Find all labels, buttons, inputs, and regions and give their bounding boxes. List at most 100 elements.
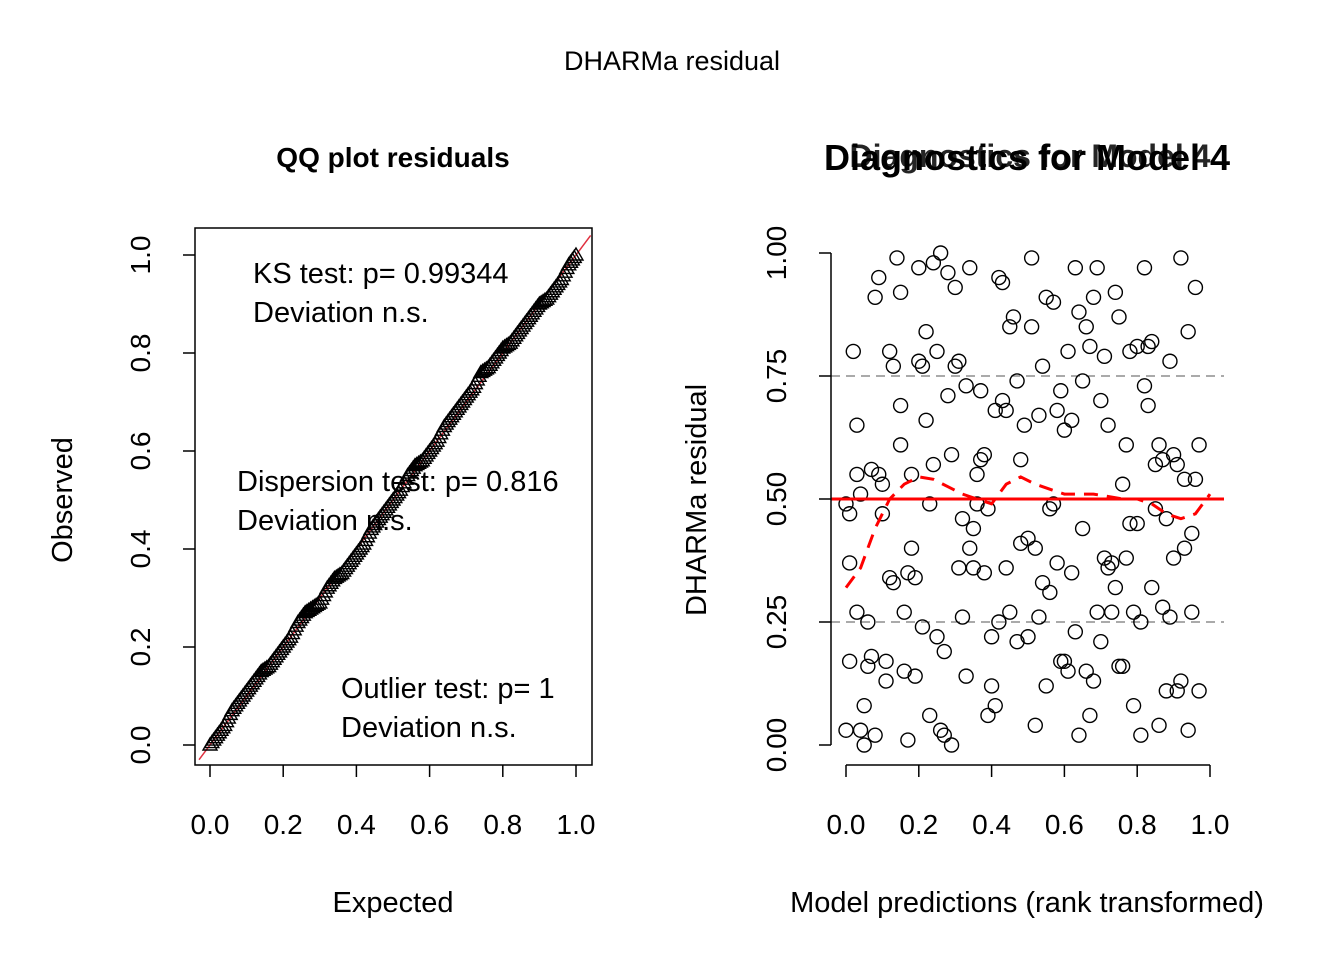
residual-point bbox=[1056, 422, 1073, 438]
residual-point bbox=[841, 555, 858, 571]
qq-plot-box bbox=[194, 227, 593, 766]
outlier-test-text: Outlier test: p= 1 bbox=[341, 673, 555, 705]
residual-point bbox=[1114, 658, 1131, 674]
residual-point bbox=[1074, 373, 1091, 389]
residual-point bbox=[1023, 319, 1040, 335]
residual-point bbox=[972, 451, 989, 468]
residual-point bbox=[1071, 727, 1087, 743]
residual-point bbox=[863, 648, 880, 665]
residual-point bbox=[885, 358, 902, 374]
residual-point bbox=[1060, 663, 1076, 679]
residual-point bbox=[1140, 397, 1156, 414]
residual-point bbox=[1045, 294, 1062, 310]
residual-point bbox=[983, 629, 1000, 645]
residual-x-tick-label: 0.8 bbox=[1118, 809, 1157, 840]
residual-point bbox=[849, 604, 865, 620]
residual-point bbox=[1187, 279, 1204, 296]
residual-point bbox=[878, 673, 894, 689]
qq-point bbox=[253, 663, 270, 678]
residual-point bbox=[838, 722, 854, 738]
residual-point bbox=[1173, 250, 1189, 266]
residual-point bbox=[1176, 540, 1193, 556]
residual-point bbox=[972, 383, 989, 399]
residual-point bbox=[958, 668, 974, 684]
qq-point bbox=[256, 660, 274, 675]
residual-point bbox=[1133, 614, 1149, 630]
residual-point bbox=[976, 447, 993, 463]
residual-point bbox=[1016, 417, 1033, 433]
residual-point bbox=[1162, 353, 1178, 369]
qq-y-tick-label: 1.0 bbox=[125, 236, 156, 275]
residual-point bbox=[1151, 437, 1167, 453]
residual-point bbox=[1165, 550, 1182, 566]
residual-y-label: DHARMa residual bbox=[681, 384, 713, 616]
residual-point bbox=[932, 722, 949, 738]
residual-point bbox=[936, 727, 952, 743]
residual-smooth-line bbox=[844, 475, 1212, 589]
residual-point bbox=[1158, 510, 1175, 527]
residual-points bbox=[838, 245, 1207, 753]
dispersion-test-text: Dispersion test: p= 0.816 bbox=[237, 466, 559, 498]
residual-point bbox=[1180, 324, 1196, 340]
residual-point bbox=[947, 279, 963, 296]
residual-point bbox=[1122, 515, 1138, 532]
residual-point bbox=[936, 643, 952, 660]
residual-point bbox=[1009, 373, 1025, 389]
residual-point bbox=[900, 732, 916, 748]
qq-y-tick-label: 0.8 bbox=[125, 334, 156, 373]
residual-point bbox=[852, 486, 869, 502]
residual-point bbox=[845, 343, 861, 360]
qq-x-tick-label: 0.6 bbox=[410, 809, 449, 840]
residual-point bbox=[969, 466, 985, 483]
residual-point bbox=[1045, 496, 1062, 512]
residual-point bbox=[1147, 501, 1164, 517]
qq-point bbox=[531, 295, 548, 310]
residual-point bbox=[1005, 309, 1022, 325]
residual-point bbox=[922, 496, 938, 512]
residual-point bbox=[918, 412, 934, 428]
residual-x-tick-label: 0.6 bbox=[1045, 809, 1084, 840]
residual-point bbox=[965, 560, 982, 576]
residual-point bbox=[1049, 555, 1065, 571]
qq-outlier-annotation: Outlier test: p= 1 Deviation n.s. bbox=[341, 673, 555, 744]
residual-point bbox=[1053, 653, 1069, 670]
residual-point bbox=[1144, 333, 1160, 350]
residual-point bbox=[860, 658, 876, 674]
residual-point bbox=[871, 269, 887, 286]
residual-point bbox=[998, 560, 1014, 576]
residual-point bbox=[867, 289, 883, 305]
residual-point bbox=[1118, 550, 1134, 566]
residual-x-tick-label: 0.0 bbox=[827, 809, 866, 840]
residual-point bbox=[1056, 653, 1073, 670]
ks-test-text: KS test: p= 0.99344 bbox=[253, 258, 509, 290]
residual-y-axis: 0.00 0.25 0.50 0.75 1.00 bbox=[761, 226, 832, 772]
residual-point bbox=[1038, 678, 1054, 694]
residual-point bbox=[1067, 260, 1084, 276]
residual-panel: Diagnostics for Model 4 Diagnostics for … bbox=[681, 137, 1264, 919]
residual-point bbox=[896, 604, 912, 620]
residual-point bbox=[951, 353, 967, 369]
residual-point bbox=[1020, 530, 1036, 547]
outlier-deviation-text: Deviation n.s. bbox=[341, 712, 517, 744]
residual-point bbox=[1125, 697, 1142, 714]
residual-point bbox=[1144, 579, 1160, 596]
residual-point bbox=[1191, 437, 1207, 453]
residual-y-tick-label: 0.25 bbox=[761, 595, 792, 650]
qq-x-axis: 0.0 0.2 0.4 0.6 0.8 1.0 bbox=[191, 765, 595, 840]
residual-point bbox=[1104, 604, 1120, 620]
residual-point bbox=[1078, 319, 1094, 335]
residual-point bbox=[856, 737, 872, 753]
residual-point bbox=[1042, 501, 1058, 517]
residual-point bbox=[1133, 727, 1149, 743]
residual-point bbox=[1158, 683, 1175, 699]
residual-point bbox=[954, 609, 971, 625]
residual-point bbox=[1154, 451, 1171, 468]
residual-point bbox=[1002, 604, 1018, 620]
qq-y-tick-label: 0.0 bbox=[125, 726, 156, 765]
residual-point bbox=[932, 245, 949, 261]
residual-point bbox=[951, 560, 967, 576]
residual-point bbox=[1100, 560, 1116, 576]
residual-point bbox=[994, 274, 1011, 291]
residual-point bbox=[1034, 574, 1051, 591]
residual-point bbox=[849, 417, 865, 433]
